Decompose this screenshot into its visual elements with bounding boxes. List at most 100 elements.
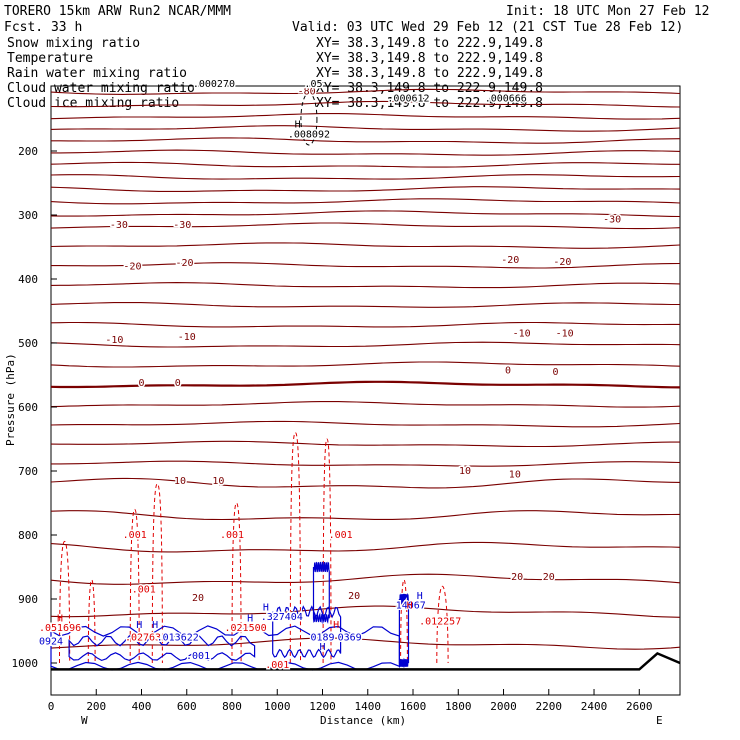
rain-label: .012257 [419, 617, 461, 628]
rain-contour [151, 483, 163, 664]
y-tick-label: 700 [18, 465, 38, 478]
legend-snow-label: Snow mixing ratio [7, 36, 140, 51]
rain-label: .051696 [39, 623, 81, 634]
header-model: TORERO 15km ARW Run2 NCAR/MMM [4, 4, 231, 19]
x-tick-label: 1800 [445, 700, 472, 713]
temperature-label: 20 [192, 593, 204, 604]
temperature-label: 0 [138, 378, 144, 389]
isotherm-line [50, 222, 681, 230]
y-tick-label: 1000 [12, 657, 39, 670]
x-tick-label: 1400 [355, 700, 382, 713]
x-tick-label: 400 [132, 700, 152, 713]
west-label: W [81, 714, 88, 727]
y-axis-ticks: 200 300 400 500 600 700 800 900 1000 [12, 145, 57, 670]
legend-rain-range: XY= 38.3,149.8 to 222.9,149.8 [316, 66, 543, 81]
isotherm-line [51, 137, 681, 144]
rain-contour [87, 579, 96, 664]
cloud-water-label: .001 [186, 651, 210, 662]
rain-contour [289, 432, 301, 664]
isotherm-line [50, 186, 681, 192]
isotherm-line [50, 361, 681, 368]
temperature-label: 0 [553, 367, 559, 378]
x-tick-label: 600 [177, 700, 197, 713]
legend-cloud-ice-label: Cloud ice mixing ratio [7, 96, 179, 111]
cloud-water-label: 14067 [396, 601, 426, 612]
isotherm-line [51, 460, 681, 467]
x-tick-label: 800 [222, 700, 242, 713]
y-tick-label: 300 [18, 209, 38, 222]
temperature-label: -20 [553, 257, 571, 268]
snow-label: .000270 [193, 79, 235, 90]
temperature-isotherms [50, 88, 681, 650]
isotherm-line [50, 440, 680, 448]
rain-contour [129, 508, 140, 664]
isotherm-line [50, 125, 681, 132]
x-tick-label: 2200 [536, 700, 563, 713]
temperature-label: -80 [298, 87, 316, 98]
isotherm-line [50, 541, 681, 553]
high-marker: H [57, 613, 63, 624]
x-tick-label: 1200 [309, 700, 336, 713]
isotherm-line [50, 321, 680, 328]
isotherm-zero [50, 380, 681, 389]
isotherm-line [50, 477, 681, 489]
temperature-label: -10 [513, 329, 531, 340]
x-tick-label: 200 [86, 700, 106, 713]
x-tick-label: 2600 [626, 700, 653, 713]
x-axis-label: Distance (km) [320, 714, 406, 727]
isotherm-line [51, 149, 681, 156]
isotherm-line [50, 401, 681, 408]
temperature-label: 0 [505, 366, 511, 377]
temperature-label: -10 [556, 329, 574, 340]
isotherm-line [50, 100, 681, 108]
temperature-label: -30 [603, 215, 621, 226]
isotherm-line [50, 420, 681, 428]
isotherm-line [50, 210, 681, 218]
rain-contour [436, 585, 449, 664]
cloud-water-label: .013622 [157, 633, 199, 644]
rain-contour [400, 579, 408, 664]
temperature-label: 20 [348, 591, 360, 602]
rain-label: .001 [132, 585, 156, 596]
header-fcst: Fcst. 33 h [4, 20, 82, 35]
cloud-water-label: 0189 [310, 633, 334, 644]
y-tick-label: 500 [18, 337, 38, 350]
high-marker: H [295, 119, 301, 130]
legend-rain-label: Rain water mixing ratio [7, 66, 187, 81]
temperature-label: -20 [175, 258, 193, 269]
isotherm-line [50, 605, 681, 618]
high-marker: H [319, 642, 325, 653]
east-label: E [656, 714, 663, 727]
rain-contour [322, 438, 332, 664]
y-tick-label: 800 [18, 529, 38, 542]
snow-label: .000666 [485, 94, 527, 105]
temperature-label: 10 [509, 469, 521, 480]
x-tick-label: 0 [48, 700, 55, 713]
isotherm-line [50, 88, 681, 95]
isotherm-line [50, 198, 681, 205]
y-axis-label: Pressure (hPa) [4, 353, 17, 446]
snow-contour [300, 92, 318, 146]
x-tick-label: 2000 [490, 700, 517, 713]
header-valid: Valid: 03 UTC Wed 29 Feb 12 (21 CST Tue … [292, 20, 683, 35]
cloud-water-contour [68, 634, 256, 662]
rain-label: .001 [265, 660, 289, 671]
y-tick-label: 900 [18, 593, 38, 606]
high-marker: H [407, 601, 413, 612]
isotherm-line [50, 302, 680, 308]
isotherm-line [50, 161, 680, 168]
cloud-water-label: .327404 [261, 612, 303, 623]
high-marker: H [136, 620, 142, 631]
terrain-line [51, 651, 681, 671]
temperature-label: -30 [110, 220, 128, 231]
terrain-profile [51, 651, 681, 671]
rain-contour [59, 540, 71, 664]
temperature-label: -10 [105, 335, 123, 346]
temperature-label: 10 [174, 476, 186, 487]
rain-label: .001 [123, 530, 147, 541]
cloud-water-contour [272, 605, 342, 659]
legend-cloud-water-range: XY= 38.3,149.8 to 222.9,149.8 [316, 81, 543, 96]
high-marker: H [333, 620, 339, 631]
legend-temperature-range: XY= 38.3,149.8 to 222.9,149.8 [316, 51, 543, 66]
